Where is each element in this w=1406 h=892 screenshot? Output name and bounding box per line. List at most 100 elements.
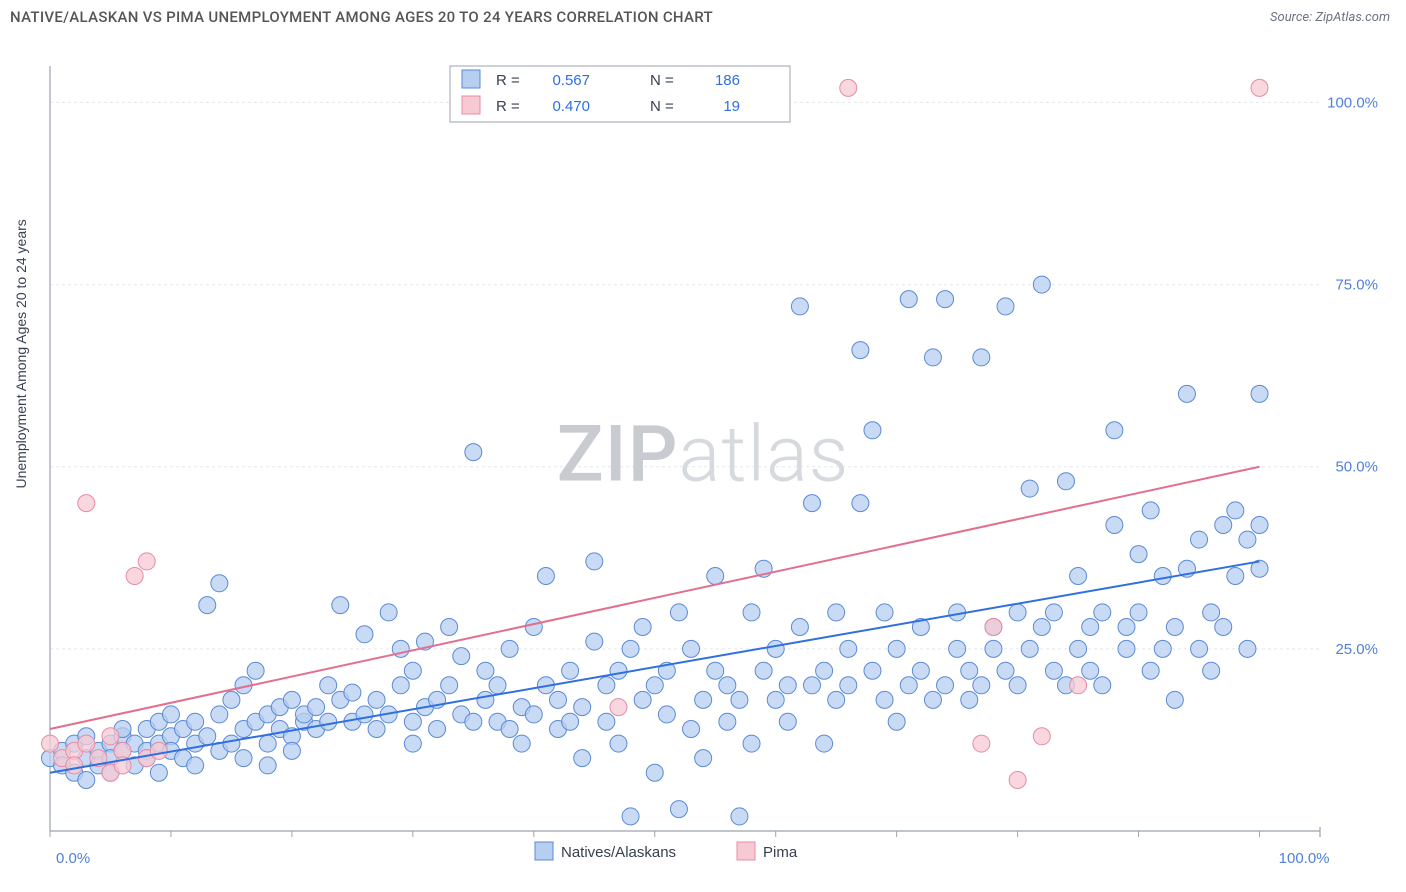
scatter-point [453, 648, 470, 665]
scatter-point [1070, 640, 1087, 657]
scatter-point [1033, 619, 1050, 636]
scatter-point [646, 764, 663, 781]
scatter-point [949, 640, 966, 657]
chart-title: NATIVE/ALASKAN VS PIMA UNEMPLOYMENT AMON… [10, 8, 713, 26]
scatter-point [707, 662, 724, 679]
scatter-point [574, 750, 591, 767]
scatter-point [1215, 517, 1232, 534]
svg-text:0.567: 0.567 [552, 72, 590, 89]
scatter-point [683, 721, 700, 738]
scatter-point [1203, 662, 1220, 679]
scatter-point [876, 691, 893, 708]
scatter-point [537, 568, 554, 585]
scatter-point [477, 662, 494, 679]
scatter-point [1045, 604, 1062, 621]
scatter-point [1118, 640, 1135, 657]
scatter-point [961, 691, 978, 708]
scatter-point [501, 640, 518, 657]
scatter-point [670, 801, 687, 818]
scatter-point [1070, 677, 1087, 694]
scatter-point [900, 291, 917, 308]
scatter-point [187, 713, 204, 730]
scatter-point [392, 677, 409, 694]
scatter-point [997, 298, 1014, 315]
scatter-point [840, 640, 857, 657]
scatter-point [743, 735, 760, 752]
scatter-point [150, 764, 167, 781]
scatter-point [670, 604, 687, 621]
scatter-point [1058, 473, 1075, 490]
scatter-point [683, 640, 700, 657]
scatter-point [344, 684, 361, 701]
scatter-point [574, 699, 591, 716]
scatter-point [634, 619, 651, 636]
scatter-point [162, 706, 179, 723]
scatter-point [646, 677, 663, 694]
scatter-point [743, 604, 760, 621]
scatter-point [622, 808, 639, 825]
scatter-point [247, 662, 264, 679]
scatter-point [368, 721, 385, 738]
scatter-point [985, 640, 1002, 657]
scatter-point [997, 662, 1014, 679]
scatter-point [1094, 677, 1111, 694]
scatter-point [78, 495, 95, 512]
scatter-point [562, 662, 579, 679]
scatter-point [1070, 568, 1087, 585]
scatter-point [404, 713, 421, 730]
scatter-point [731, 691, 748, 708]
scatter-point [1142, 502, 1159, 519]
scatter-point [356, 626, 373, 643]
scatter-point [985, 619, 1002, 636]
scatter-point [828, 691, 845, 708]
scatter-point [259, 735, 276, 752]
scatter-point [513, 735, 530, 752]
chart-source: Source: ZipAtlas.com [1270, 10, 1390, 25]
scatter-point [501, 721, 518, 738]
svg-text:75.0%: 75.0% [1335, 277, 1378, 294]
scatter-point [126, 568, 143, 585]
trend-line [50, 561, 1260, 772]
scatter-point [1191, 640, 1208, 657]
legend-swatch [737, 842, 755, 860]
svg-text:25.0%: 25.0% [1335, 641, 1378, 658]
scatter-point [1106, 422, 1123, 439]
scatter-point [719, 713, 736, 730]
legend-swatch [535, 842, 553, 860]
scatter-point [864, 422, 881, 439]
scatter-point [283, 691, 300, 708]
scatter-point [876, 604, 893, 621]
scatter-point [973, 349, 990, 366]
scatter-point [767, 691, 784, 708]
scatter-point [320, 713, 337, 730]
scatter-point [1251, 517, 1268, 534]
scatter-point [1009, 772, 1026, 789]
scatter-point [283, 742, 300, 759]
scatter-point [380, 604, 397, 621]
scatter-chart: 25.0%50.0%75.0%100.0%Unemployment Among … [0, 36, 1406, 892]
scatter-point [78, 735, 95, 752]
scatter-point [211, 706, 228, 723]
scatter-point [973, 735, 990, 752]
scatter-point [1142, 662, 1159, 679]
scatter-point [1227, 568, 1244, 585]
scatter-point [477, 691, 494, 708]
scatter-point [1227, 502, 1244, 519]
scatter-point [719, 677, 736, 694]
scatter-point [1045, 662, 1062, 679]
scatter-point [1166, 619, 1183, 636]
scatter-point [1094, 604, 1111, 621]
scatter-point [562, 713, 579, 730]
scatter-point [465, 444, 482, 461]
scatter-point [1191, 531, 1208, 548]
svg-text:0.470: 0.470 [552, 98, 590, 115]
scatter-point [259, 757, 276, 774]
scatter-point [1154, 568, 1171, 585]
svg-text:R =: R = [496, 98, 520, 115]
scatter-point [840, 677, 857, 694]
scatter-point [1082, 619, 1099, 636]
scatter-point [78, 772, 95, 789]
scatter-point [864, 662, 881, 679]
scatter-point [924, 349, 941, 366]
scatter-point [707, 568, 724, 585]
